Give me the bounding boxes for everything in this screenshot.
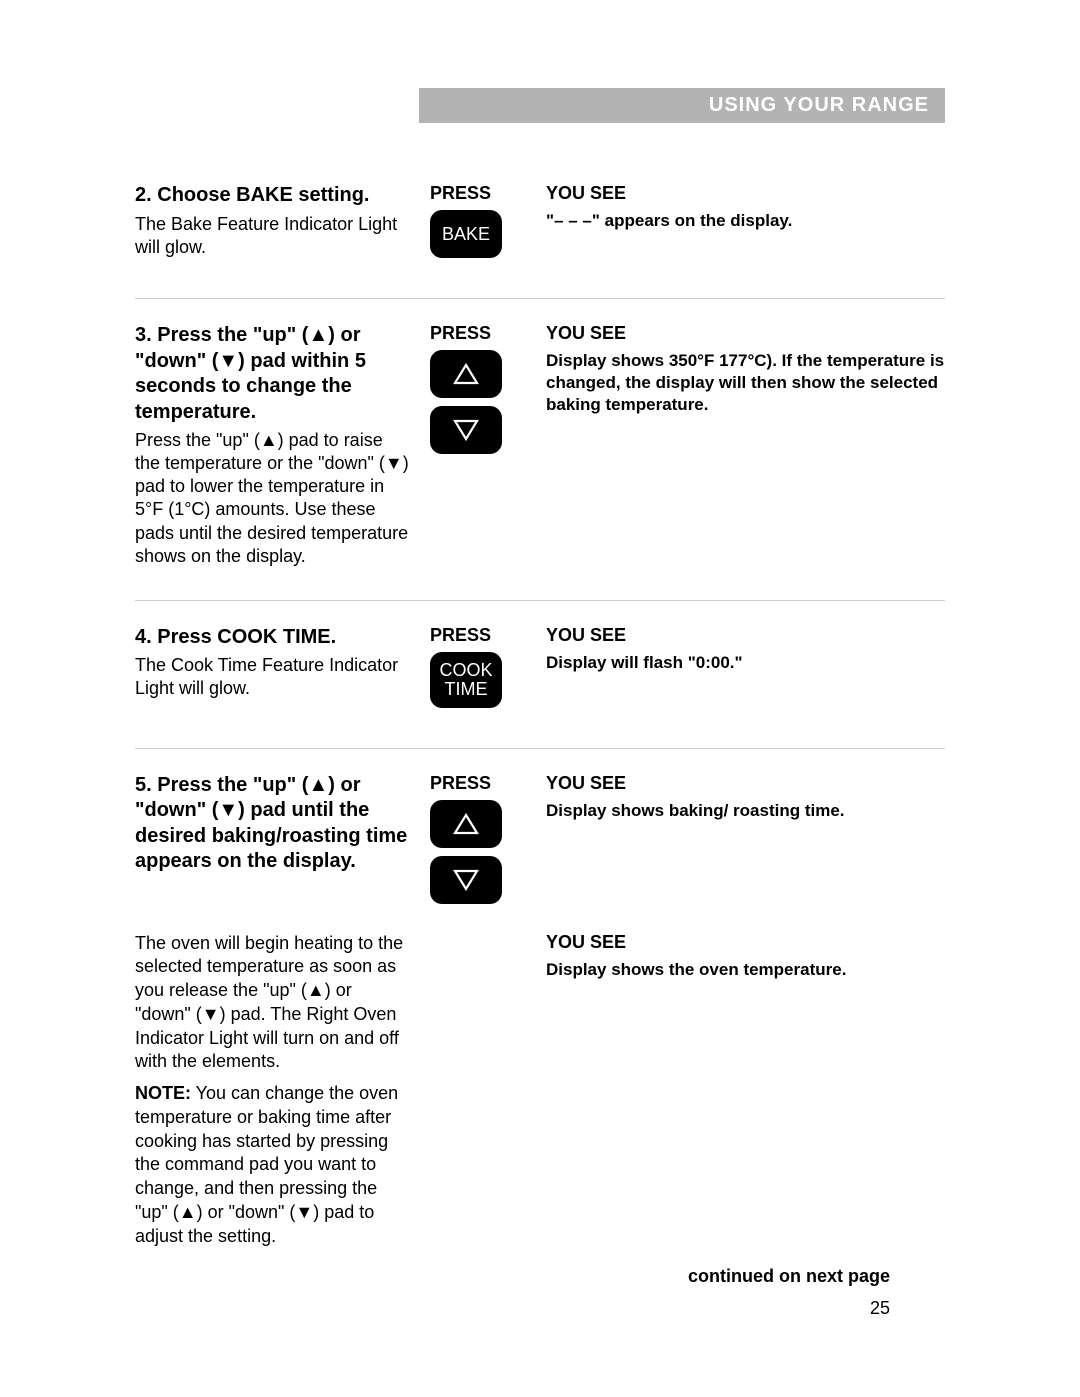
up-arrow-button (430, 350, 502, 398)
down-arrow-button (430, 406, 502, 454)
press-label: PRESS (430, 183, 540, 204)
step-5-yousee-text: Display shows baking/ roasting time. (546, 800, 945, 822)
yousee-label: YOU SEE (546, 323, 945, 344)
step-5-title: 5. Press the "up" (▲) or "down" (▼) pad … (135, 774, 407, 873)
yousee-label: YOU SEE (546, 932, 945, 953)
step-2-yousee-col: YOU SEE "– – –" appears on the display. (540, 183, 945, 266)
yousee-label: YOU SEE (546, 625, 945, 646)
bake-button-label: BAKE (442, 225, 490, 244)
bottom-para2: You can change the oven temperature or b… (135, 1083, 398, 1246)
down-arrow-button (430, 856, 502, 904)
bottom-yousee-text: Display shows the oven temperature. (546, 959, 945, 981)
step-4-left: 4. Press COOK TIME. The Cook Time Featur… (135, 625, 430, 716)
step-3-yousee-text: Display shows 350°F 177°C). If the tempe… (546, 350, 945, 416)
bottom-block: The oven will begin heating to the selec… (135, 922, 945, 1249)
step-4-title: 4. Press COOK TIME. (135, 626, 336, 648)
step-2: 2. Choose BAKE setting. The Bake Feature… (135, 183, 945, 299)
bottom-press-spacer (430, 932, 540, 1249)
step-4-body: The Cook Time Feature Indicator Light wi… (135, 654, 412, 700)
press-label: PRESS (430, 323, 540, 344)
page-number: 25 (870, 1298, 890, 1319)
bottom-yousee: YOU SEE Display shows the oven temperatu… (540, 932, 945, 1249)
step-5-press-col: PRESS (430, 773, 540, 912)
cook-time-button: COOK TIME (430, 652, 502, 708)
step-3-left: 3. Press the "up" (▲) or "down" (▼) pad … (135, 323, 430, 568)
note-label: NOTE: (135, 1083, 191, 1103)
press-label: PRESS (430, 773, 540, 794)
step-3-body: Press the "up" (▲) pad to raise the temp… (135, 429, 412, 567)
step-3-title: 3. Press the "up" (▲) or "down" (▼) pad … (135, 324, 366, 423)
yousee-label: YOU SEE (546, 773, 945, 794)
triangle-up-icon (453, 363, 479, 385)
header-bar: USING YOUR RANGE (135, 88, 945, 123)
step-2-yousee-text: "– – –" appears on the display. (546, 210, 945, 232)
step-3: 3. Press the "up" (▲) or "down" (▼) pad … (135, 323, 945, 601)
step-2-title: 2. Choose BAKE setting. (135, 184, 370, 206)
bake-button: BAKE (430, 210, 502, 258)
triangle-down-icon (453, 419, 479, 441)
triangle-down-icon (453, 869, 479, 891)
step-4-yousee-text: Display will flash "0:00." (546, 652, 945, 674)
up-arrow-button (430, 800, 502, 848)
cook-time-line2: TIME (445, 680, 488, 699)
step-4-yousee-col: YOU SEE Display will flash "0:00." (540, 625, 945, 716)
press-label: PRESS (430, 625, 540, 646)
step-3-press-col: PRESS (430, 323, 540, 568)
section-header: USING YOUR RANGE (419, 88, 945, 123)
cook-time-line1: COOK (439, 661, 492, 680)
step-2-body: The Bake Feature Indicator Light will gl… (135, 213, 412, 259)
bottom-left-text: The oven will begin heating to the selec… (135, 932, 430, 1249)
step-3-yousee-col: YOU SEE Display shows 350°F 177°C). If t… (540, 323, 945, 568)
step-4: 4. Press COOK TIME. The Cook Time Featur… (135, 625, 945, 749)
step-4-press-col: PRESS COOK TIME (430, 625, 540, 716)
step-2-left: 2. Choose BAKE setting. The Bake Feature… (135, 183, 430, 266)
manual-page: USING YOUR RANGE 2. Choose BAKE setting.… (0, 0, 1080, 1248)
step-5-yousee-col: YOU SEE Display shows baking/ roasting t… (540, 773, 945, 912)
step-5-left: 5. Press the "up" (▲) or "down" (▼) pad … (135, 773, 430, 912)
bottom-note: NOTE: You can change the oven temperatur… (135, 1082, 412, 1248)
continued-on-next-page: continued on next page (688, 1266, 890, 1287)
step-5: 5. Press the "up" (▲) or "down" (▼) pad … (135, 773, 945, 922)
triangle-up-icon (453, 813, 479, 835)
step-2-press-col: PRESS BAKE (430, 183, 540, 266)
yousee-label: YOU SEE (546, 183, 945, 204)
bottom-para1: The oven will begin heating to the selec… (135, 932, 412, 1075)
